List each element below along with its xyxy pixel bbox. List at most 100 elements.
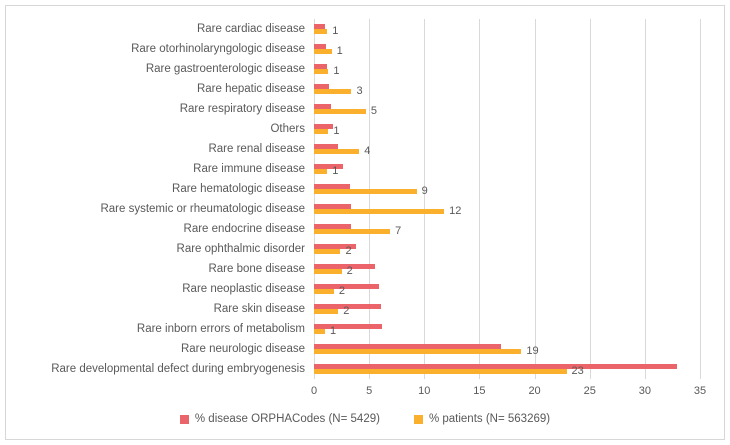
- data-label: 9: [421, 185, 428, 197]
- plot-area: 1 1 1 3 5 1 4 1 9 12 7 2 2 2 2 1 19 23: [314, 19, 701, 379]
- bar-row: 23: [314, 359, 700, 379]
- orphacodes-bar: [314, 64, 328, 69]
- data-label: 2: [343, 305, 350, 317]
- x-tick-label: 5: [366, 385, 373, 397]
- bar-row: 9: [314, 179, 700, 199]
- bar-row: 1: [314, 159, 700, 179]
- data-label: 2: [345, 245, 352, 257]
- x-tick-label: 0: [310, 385, 318, 397]
- category-label: Others: [270, 123, 305, 135]
- bar-row: 19: [314, 339, 700, 359]
- bar-row: 2: [314, 299, 700, 319]
- chart-frame: Rare cardiac disease Rare otorhinolaryngo…: [5, 5, 725, 440]
- category-label: Rare neoplastic disease: [182, 283, 305, 295]
- category-axis: Rare cardiac disease Rare otorhinolaryngo…: [6, 19, 312, 379]
- category-label: Rare respiratory disease: [179, 103, 305, 115]
- patients-bar: [314, 169, 328, 174]
- gridline: [424, 19, 426, 379]
- bar-row: 1: [314, 19, 700, 39]
- patients-bar: [314, 49, 332, 54]
- patients-bar: [314, 189, 417, 194]
- x-tick-label: 35: [693, 385, 707, 397]
- patients-bar: [314, 109, 366, 114]
- category-label: Rare endocrine disease: [183, 223, 305, 235]
- legend-item-orphacodes: % disease ORPHACodes (N= 5429): [179, 413, 380, 425]
- patients-bar: [314, 349, 522, 354]
- patients-bar: [314, 249, 341, 254]
- legend-label: % disease ORPHACodes (N= 5429): [194, 413, 380, 425]
- x-axis: 0 5 10 15 20 25 30 35: [310, 385, 706, 401]
- category-label: Rare cardiac disease: [196, 23, 305, 35]
- category-label: Rare developmental defect during embryog…: [51, 363, 305, 375]
- bar-row: 1: [314, 119, 700, 139]
- orphacodes-bar: [314, 164, 343, 169]
- category-label: Rare systemic or rheumatologic disease: [100, 203, 305, 215]
- data-label: 12: [449, 205, 462, 217]
- category-label: Rare skin disease: [213, 303, 305, 315]
- gridline: [314, 19, 315, 379]
- patients-bar: [314, 89, 352, 94]
- legend-swatch-icon: [179, 414, 189, 424]
- patients-bar: [314, 369, 567, 374]
- category-label: Rare hematologic disease: [172, 183, 305, 195]
- bar-row: 2: [314, 239, 700, 259]
- gridline: [534, 19, 536, 379]
- data-label: 1: [333, 65, 340, 77]
- category-label: Rare neurologic disease: [180, 343, 305, 355]
- legend: % disease ORPHACodes (N= 5429) % patients…: [6, 413, 724, 425]
- legend-swatch-icon: [413, 414, 423, 424]
- bar-row: 1: [314, 59, 700, 79]
- data-label: 3: [356, 85, 363, 97]
- data-label: 1: [336, 45, 343, 57]
- bar-row: 7: [314, 219, 700, 239]
- data-label: 1: [332, 165, 339, 177]
- gridline: [369, 19, 371, 379]
- orphacodes-bar: [314, 24, 326, 29]
- bar-row: 2: [314, 279, 700, 299]
- patients-bar: [314, 269, 342, 274]
- orphacodes-bar: [314, 324, 383, 329]
- orphacodes-bar: [314, 84, 330, 89]
- patients-bar: [314, 129, 329, 134]
- category-label: Rare immune disease: [193, 163, 305, 175]
- bar-row: 1: [314, 39, 700, 59]
- orphacodes-bar: [314, 364, 677, 369]
- data-label: 23: [571, 365, 584, 377]
- x-tick-label: 25: [583, 385, 596, 397]
- bar-row: 4: [314, 139, 700, 159]
- gridline: [700, 19, 701, 379]
- orphacodes-bar: [314, 44, 327, 49]
- data-label: 1: [332, 25, 339, 37]
- orphacodes-bar: [314, 264, 375, 269]
- bar-row: 5: [314, 99, 700, 119]
- category-label: Rare inborn errors of metabolism: [136, 323, 305, 335]
- gridline: [479, 19, 481, 379]
- orphacodes-bar: [314, 284, 380, 289]
- orphacodes-bar: [314, 344, 502, 349]
- category-label: Rare gastroenterologic disease: [145, 63, 305, 75]
- bar-rows: 1 1 1 3 5 1 4 1 9 12 7 2 2 2 2 1 19 23: [314, 19, 700, 379]
- orphacodes-bar: [314, 104, 331, 109]
- data-label: 1: [333, 125, 340, 137]
- data-label: 7: [395, 225, 402, 237]
- gridline: [644, 19, 646, 379]
- orphacodes-bar: [314, 144, 339, 149]
- x-tick-label: 30: [638, 385, 651, 397]
- category-label: Rare otorhinolaryngologic disease: [131, 43, 305, 55]
- patients-bar: [314, 329, 326, 334]
- category-label: Rare hepatic disease: [196, 83, 305, 95]
- bar-row: 2: [314, 259, 700, 279]
- bar-row: 12: [314, 199, 700, 219]
- data-label: 4: [364, 145, 371, 157]
- bar-row: 1: [314, 319, 700, 339]
- data-label: 1: [330, 325, 337, 337]
- data-label: 2: [346, 265, 353, 277]
- legend-item-patients: % patients (N= 563269): [413, 413, 551, 425]
- x-tick-label: 15: [473, 385, 486, 397]
- legend-label: % patients (N= 563269): [428, 413, 551, 425]
- category-label: Rare bone disease: [208, 263, 305, 275]
- patients-bar: [314, 149, 360, 154]
- patients-bar: [314, 289, 334, 294]
- category-label: Rare ophthalmic disorder: [176, 243, 305, 255]
- orphacodes-bar: [314, 244, 356, 249]
